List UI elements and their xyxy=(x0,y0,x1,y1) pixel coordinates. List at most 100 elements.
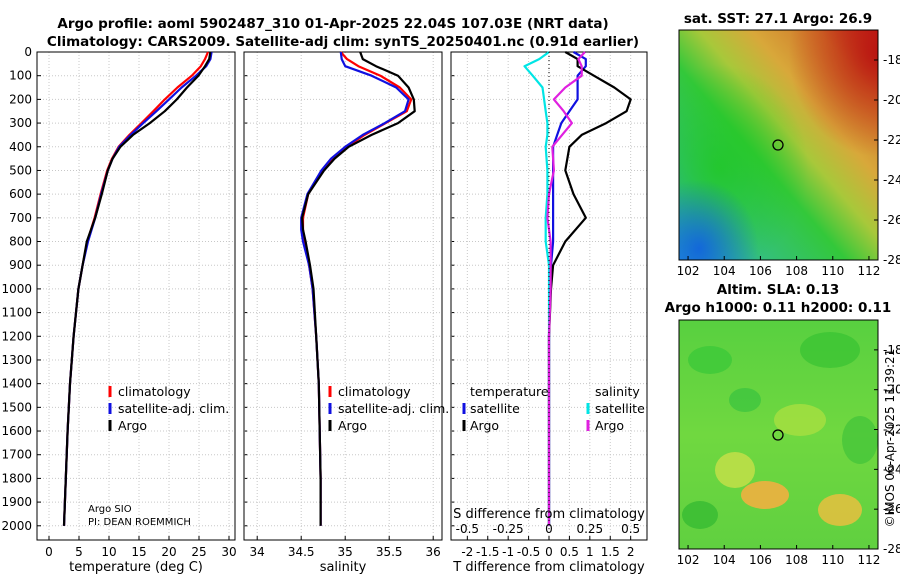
temperature-xlabel: temperature (deg C) xyxy=(69,560,203,575)
xtick-label: 34.5 xyxy=(288,545,315,559)
xtick-label: 15 xyxy=(131,545,146,559)
sst-map-title: sat. SST: 27.1 Argo: 26.9 xyxy=(684,11,872,27)
legend-label-temp-argo: Argo xyxy=(470,418,499,433)
salinity-legend: climatology satellite-adj. clim. Argo xyxy=(328,384,449,433)
map-xtick-label: 110 xyxy=(821,264,844,278)
ytick-label: 1700 xyxy=(1,448,32,462)
xtick-label-salinity: 0 xyxy=(545,522,553,536)
credit-float-operator: Argo SIO xyxy=(88,504,132,515)
sst-map-panel: sat. SST: 27.1 Argo: 26.9 xyxy=(677,11,900,278)
series-line-salinity-argo xyxy=(546,51,586,526)
map-ytick-label: -24 xyxy=(883,173,900,187)
legend-label-satellite: satellite-adj. clim. xyxy=(338,401,449,416)
xtick-label: 20 xyxy=(161,545,176,559)
ytick-label: 700 xyxy=(9,211,32,225)
difference-xlabel-salinity: S difference from climatology xyxy=(453,507,645,522)
xtick-label-salinity: 0.5 xyxy=(621,522,640,536)
salinity-grid xyxy=(244,51,442,540)
legend-label-climatology: climatology xyxy=(118,384,191,399)
ytick-label: 1200 xyxy=(1,329,32,343)
salinity-axes-frame xyxy=(243,51,443,541)
ytick-label: 1300 xyxy=(1,353,32,367)
map-ytick-label: -26 xyxy=(883,502,900,516)
legend-label-argo: Argo xyxy=(338,418,367,433)
sst-map-xticks: 102 104 106 108 110 112 xyxy=(677,256,881,278)
legend-label-argo: Argo xyxy=(118,418,147,433)
map-ytick-label: -22 xyxy=(883,133,900,147)
sla-argo-marker xyxy=(772,429,784,441)
sla-map-title-1: Altim. SLA: 0.13 xyxy=(717,282,839,298)
map-xtick-label: 106 xyxy=(749,553,772,567)
xtick-label: -2 xyxy=(461,545,473,559)
xtick-label: 34 xyxy=(250,545,265,559)
series-line-argo xyxy=(301,51,416,526)
ytick-label: 0 xyxy=(24,45,32,59)
xtick-label: 35 xyxy=(338,545,353,559)
sst-map-blue-overlay xyxy=(679,30,878,260)
map-ytick-label: -22 xyxy=(883,423,900,437)
sla-patch xyxy=(818,494,862,526)
legend-title-temperature: temperature xyxy=(470,384,549,399)
sla-map-yticks: -18 -20 -22 -24 -26 -28 xyxy=(874,343,900,556)
sla-patch xyxy=(842,416,878,464)
xtick-label-salinity: -0.25 xyxy=(493,522,524,536)
ytick-label: 1800 xyxy=(1,471,32,485)
temperature-xticks: 0 5 10 15 20 25 30 xyxy=(45,536,237,559)
xtick-label: 0.5 xyxy=(560,545,579,559)
map-xtick-label: 108 xyxy=(785,264,808,278)
salinity-xticks: 34 34.5 35 35.5 36 xyxy=(250,536,441,559)
sla-map-xticks: 102 104 106 108 110 112 xyxy=(677,545,880,567)
ytick-label: 900 xyxy=(9,258,32,272)
legend-label-temp-satellite: satellite xyxy=(470,401,520,416)
timestamp-stamp: ©IMOS 06-Apr-2025 11:39:21 xyxy=(883,349,897,528)
map-ytick-label: -20 xyxy=(883,383,900,397)
map-ytick-label: -24 xyxy=(883,462,900,476)
map-xtick-label: 104 xyxy=(713,264,736,278)
map-xtick-label: 106 xyxy=(749,264,772,278)
ytick-label: 600 xyxy=(9,187,32,201)
map-ytick-label: -26 xyxy=(883,213,900,227)
series-line-argo xyxy=(62,51,212,526)
map-xtick-label: 108 xyxy=(785,553,808,567)
pressure-yticks: 0 100 200 300 400 500 600 700 800 900 1000 1100 1200… xyxy=(1,45,455,533)
credit-pi: PI: DEAN ROEMMICH xyxy=(88,517,191,528)
title-line-2: Climatology: CARS2009. Satellite-adj cli… xyxy=(47,34,639,50)
xtick-label: 1 xyxy=(586,545,594,559)
map-xtick-label: 104 xyxy=(713,553,736,567)
map-xtick-label: 112 xyxy=(858,264,881,278)
sla-map-panel: Altim. SLA: 0.13 Argo h1000: 0.11 h2000:… xyxy=(665,282,900,567)
sla-patch xyxy=(800,332,860,368)
xtick-label-salinity: 0.25 xyxy=(576,522,603,536)
sst-map-frame xyxy=(678,29,879,261)
map-ytick-label: -28 xyxy=(883,542,900,556)
map-ytick-label: -28 xyxy=(883,253,900,267)
xtick-label: 0 xyxy=(45,545,53,559)
xtick-label: 10 xyxy=(101,545,116,559)
sla-patch xyxy=(729,388,761,412)
map-ytick-label: -18 xyxy=(883,53,900,67)
sla-patch xyxy=(688,346,732,374)
xtick-label: -1 xyxy=(502,545,514,559)
temperature-lines xyxy=(62,51,213,526)
temperature-grid xyxy=(37,51,235,540)
ytick-label: 500 xyxy=(9,163,32,177)
legend-label-sal-satellite: satellite xyxy=(595,401,645,416)
sla-map-frame xyxy=(678,319,879,550)
difference-xticks: -2 -1.5 -1 -0.5 0 0.5 1 1.5 2-0.5 -0.25 0 0.25 0.5 xyxy=(456,522,641,559)
xtick-label: -0.5 xyxy=(517,545,540,559)
sst-map-yticks: -18 -20 -22 -24 -26 -28 xyxy=(874,53,900,267)
temperature-legend: climatology satellite-adj. clim. Argo xyxy=(108,384,229,433)
ytick-label: 1600 xyxy=(1,424,32,438)
ytick-label: 1000 xyxy=(1,282,32,296)
legend-label-sal-argo: Argo xyxy=(595,418,624,433)
sla-patch xyxy=(682,501,718,529)
difference-xlabel: T difference from climatology xyxy=(452,560,645,575)
xtick-label: 2 xyxy=(627,545,635,559)
legend-label-climatology: climatology xyxy=(338,384,411,399)
legend-label-satellite: satellite-adj. clim. xyxy=(118,401,229,416)
sla-map-title-2: Argo h1000: 0.11 h2000: 0.11 xyxy=(665,300,892,316)
ytick-label: 1100 xyxy=(1,306,32,320)
difference-lines xyxy=(523,51,632,540)
ytick-label: 300 xyxy=(9,116,32,130)
